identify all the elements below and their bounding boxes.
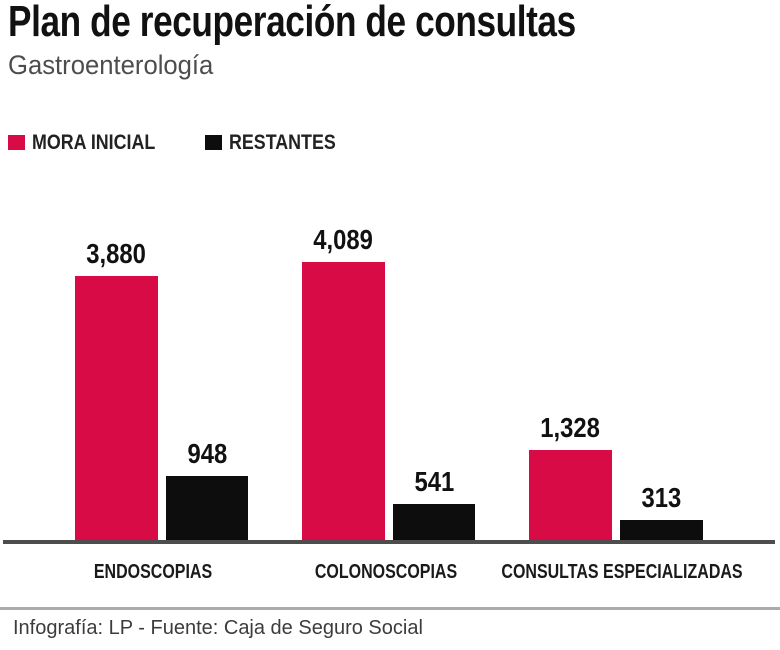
bar-group-consultas-mora: 1,328 (529, 413, 612, 541)
bar-group-endoscopias-mora: 3,880 (75, 239, 158, 541)
bar-endoscopias-restantes (166, 476, 248, 541)
bar-group-colonoscopias-mora: 4,089 (302, 225, 385, 541)
page-subtitle: Gastroenterología (8, 50, 214, 80)
legend-label-mora-inicial: MORA INICIAL (32, 131, 156, 154)
bar-endoscopias-mora-inicial (75, 276, 158, 541)
category-label-colonoscopias: COLONOSCOPIAS (314, 561, 458, 583)
bar-value-label: 948 (187, 438, 227, 469)
legend-label-restantes: RESTANTES (229, 131, 336, 154)
legend-item-mora-inicial: MORA INICIAL (8, 132, 177, 153)
x-axis-line (3, 540, 775, 544)
bar-value-label: 313 (641, 482, 682, 513)
bar-consultas-mora-inicial (529, 450, 612, 541)
bar-group-endoscopias-restantes: 948 (166, 439, 248, 541)
bar-value-label: 4,089 (313, 224, 374, 255)
category-label-endoscopias: ENDOSCOPIAS (93, 561, 213, 583)
bar-consultas-restantes (620, 520, 703, 541)
bar-colonoscopias-mora-inicial (302, 262, 385, 541)
page-title: Plan de recuperación de consultas (8, 0, 576, 46)
footer-divider (0, 607, 780, 610)
category-label-consultas-especializadas: CONSULTAS ESPECIALIZADAS (501, 561, 743, 583)
bar-value-label: 541 (414, 466, 454, 497)
bar-group-consultas-restantes: 313 (620, 483, 703, 541)
bar-value-label: 3,880 (86, 238, 147, 269)
source-credit: Infografía: LP - Fuente: Caja de Seguro … (13, 617, 423, 639)
legend-swatch-mora-inicial (8, 135, 25, 150)
bar-value-label: 1,328 (540, 412, 601, 443)
legend-item-restantes: RESTANTES (205, 132, 355, 153)
bar-chart: 3,880 948 4,089 541 1,328 313 (75, 225, 703, 541)
bar-group-colonoscopias-restantes: 541 (393, 467, 475, 541)
bar-colonoscopias-restantes (393, 504, 475, 541)
legend-swatch-restantes (205, 135, 222, 150)
